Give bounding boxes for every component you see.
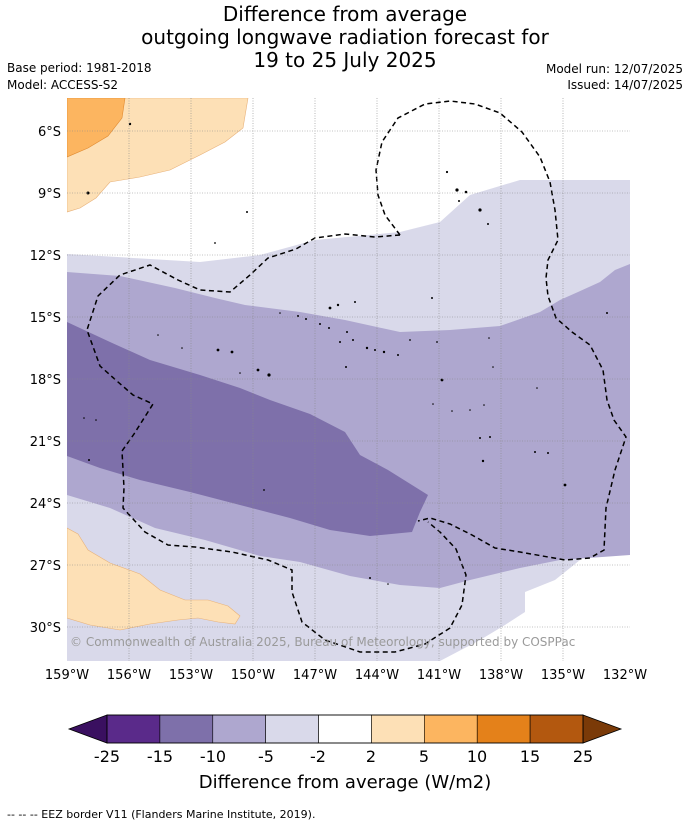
colorbar-tick: -10 bbox=[200, 747, 226, 766]
colorbar-over-arrow bbox=[582, 714, 623, 744]
longitude-labels: 159°W 156°W 153°W 150°W 147°W 144°W 141°… bbox=[45, 668, 647, 683]
colorbar-tick: 2 bbox=[366, 747, 376, 766]
title-line-1: Difference from average bbox=[222, 2, 468, 26]
issued-text: Issued: 14/07/2025 bbox=[567, 78, 683, 92]
colorbar-tick: 5 bbox=[419, 747, 429, 766]
colorbar-tick: -5 bbox=[258, 747, 274, 766]
colorbar: -25 -15 -10 -5 -2 2 5 10 15 25 Differenc… bbox=[67, 714, 623, 793]
model-run-text: Model run: 12/07/2025 bbox=[545, 62, 683, 76]
colorbar-segment bbox=[212, 714, 266, 744]
lon-label: 135°W bbox=[541, 668, 585, 683]
copyright-text: © Commonwealth of Australia 2025, Bureau… bbox=[70, 635, 575, 649]
lat-label: 30°S bbox=[30, 621, 61, 636]
islands bbox=[83, 122, 608, 585]
anomaly-region-plus5-to-plus10 bbox=[67, 98, 126, 158]
lat-label: 24°S bbox=[30, 497, 61, 512]
map-plot-area bbox=[67, 98, 630, 661]
latitude-labels: 6°S 9°S 12°S 15°S 18°S 21°S 24°S 27°S 30… bbox=[30, 125, 61, 636]
colorbar-tick: -25 bbox=[94, 747, 120, 766]
lon-label: 132°W bbox=[603, 668, 647, 683]
title-line-2: outgoing longwave radiation forecast for bbox=[141, 25, 549, 49]
lon-label: 150°W bbox=[231, 668, 275, 683]
model-text: Model: ACCESS-S2 bbox=[7, 78, 119, 92]
colorbar-tick: 25 bbox=[573, 747, 593, 766]
anomaly-region-plus2-to-plus5-south bbox=[67, 527, 241, 631]
colorbar-under-arrow bbox=[67, 714, 108, 744]
lon-label: 159°W bbox=[45, 668, 89, 683]
colorbar-segments bbox=[106, 714, 584, 744]
colorbar-tick: 10 bbox=[467, 747, 487, 766]
colorbar-segment bbox=[106, 714, 161, 744]
lon-label: 141°W bbox=[417, 668, 461, 683]
lat-label: 21°S bbox=[30, 435, 61, 450]
colorbar-segment bbox=[318, 714, 372, 744]
lon-label: 156°W bbox=[107, 668, 151, 683]
colorbar-tick: -15 bbox=[147, 747, 173, 766]
eez-legend-text: -- -- -- EEZ border V11 (Flanders Marine… bbox=[7, 808, 316, 821]
eez-borders bbox=[86, 100, 627, 653]
colorbar-label: Difference from average (W/m2) bbox=[199, 772, 491, 793]
lat-label: 27°S bbox=[30, 559, 61, 574]
lat-label: 18°S bbox=[30, 373, 61, 388]
lon-label: 144°W bbox=[355, 668, 399, 683]
colorbar-tick: 15 bbox=[520, 747, 540, 766]
lon-label: 153°W bbox=[169, 668, 213, 683]
lat-label: 9°S bbox=[38, 187, 61, 202]
lat-label: 15°S bbox=[30, 311, 61, 326]
colorbar-ticks: -25 -15 -10 -5 -2 2 5 10 15 25 bbox=[94, 747, 593, 766]
colorbar-segment bbox=[476, 714, 531, 744]
colorbar-tick: -2 bbox=[310, 747, 326, 766]
lon-label: 138°W bbox=[479, 668, 523, 683]
lat-label: 12°S bbox=[30, 249, 61, 264]
colorbar-segment bbox=[265, 714, 319, 744]
colorbar-segment bbox=[159, 714, 214, 744]
anomaly-region-minus5-to-minus10 bbox=[67, 264, 630, 588]
base-period-text: Base period: 1981-2018 bbox=[7, 61, 152, 75]
title-line-3: 19 to 25 July 2025 bbox=[253, 48, 437, 72]
anomaly-region-minus10-to-minus15 bbox=[67, 322, 428, 536]
colorbar-segment bbox=[529, 714, 584, 744]
olr-anomaly-map: © Commonwealth of Australia 2025, Bureau… bbox=[30, 98, 647, 793]
colorbar-segment bbox=[371, 714, 425, 744]
colorbar-frame bbox=[106, 714, 584, 744]
lon-label: 147°W bbox=[293, 668, 337, 683]
colorbar-segment bbox=[424, 714, 478, 744]
lat-label: 6°S bbox=[38, 125, 61, 140]
